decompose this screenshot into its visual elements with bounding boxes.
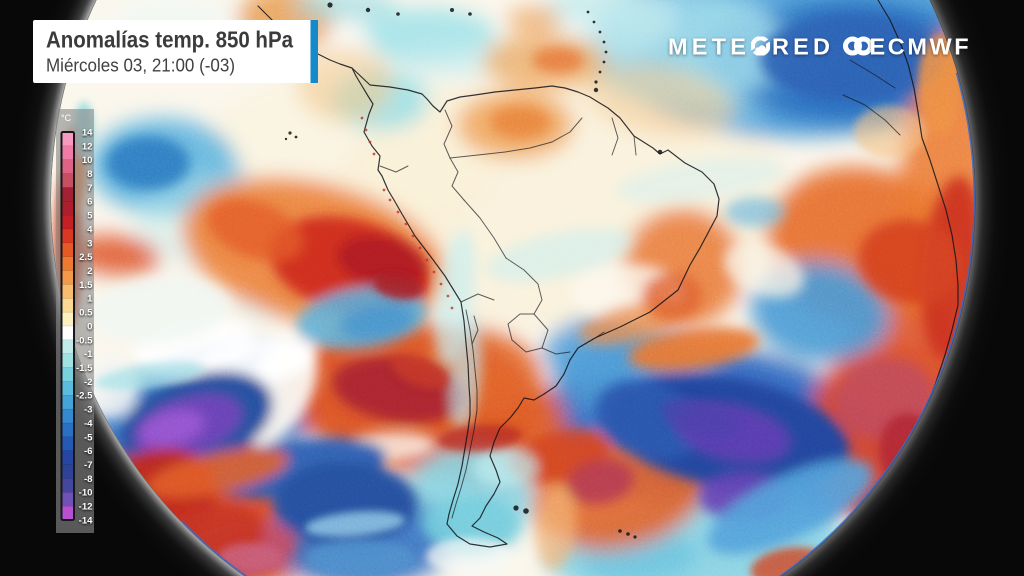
svg-text:8: 8 (87, 169, 93, 180)
svg-text:-6: -6 (84, 446, 93, 457)
svg-text:3: 3 (87, 238, 92, 249)
svg-text:ECMWF: ECMWF (870, 34, 972, 60)
svg-text:Miércoles 03, 21:00 (-03): Miércoles 03, 21:00 (-03) (46, 55, 235, 76)
svg-text:RED: RED (772, 34, 834, 60)
svg-text:0: 0 (87, 321, 92, 332)
svg-text:-10: -10 (79, 488, 93, 499)
svg-text:-1: -1 (84, 349, 93, 360)
svg-text:-3: -3 (84, 405, 93, 416)
svg-text:-2: -2 (84, 377, 93, 388)
svg-text:-5: -5 (84, 432, 93, 443)
svg-text:12: 12 (82, 141, 93, 152)
svg-text:7: 7 (87, 183, 92, 194)
svg-text:-7: -7 (84, 460, 93, 471)
svg-text:-14: -14 (79, 515, 94, 526)
svg-text:-2.5: -2.5 (76, 391, 93, 402)
svg-text:2: 2 (87, 266, 92, 277)
svg-text:0.5: 0.5 (79, 308, 93, 319)
svg-text:Anomalías temp. 850 hPa: Anomalías temp. 850 hPa (46, 27, 293, 53)
svg-text:5: 5 (87, 211, 93, 222)
svg-text:1: 1 (87, 294, 93, 305)
svg-text:1.5: 1.5 (79, 280, 93, 291)
svg-text:-8: -8 (84, 474, 93, 485)
svg-text:6: 6 (87, 197, 92, 208)
svg-text:METE: METE (668, 34, 750, 60)
svg-text:-12: -12 (79, 502, 93, 513)
svg-text:°C: °C (61, 113, 72, 123)
svg-text:10: 10 (82, 155, 93, 166)
svg-text:4: 4 (87, 224, 93, 235)
svg-text:2.5: 2.5 (79, 252, 93, 263)
svg-text:-4: -4 (84, 418, 93, 429)
svg-text:-1.5: -1.5 (76, 363, 93, 374)
svg-text:14: 14 (82, 127, 93, 138)
svg-text:-0.5: -0.5 (76, 335, 93, 346)
